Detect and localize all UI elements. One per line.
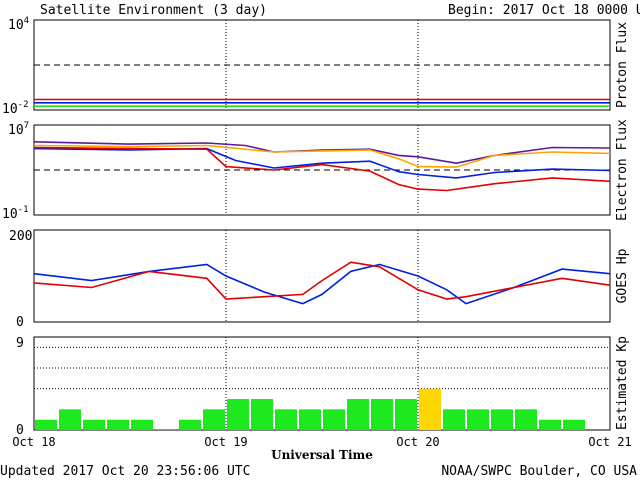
xtick-label: Oct 21 [588, 435, 631, 449]
hp-ytick-bottom: 0 [16, 315, 24, 330]
kp-bar [395, 399, 417, 430]
kp-bar [107, 419, 129, 430]
hp-ylabel: GOES Hp [615, 248, 630, 303]
kp-bar [563, 419, 585, 430]
electron-ytick-top: 107 [8, 121, 29, 138]
kp-bar [155, 429, 177, 430]
source-credit: NOAA/SWPC Boulder, CO USA [441, 464, 637, 479]
proton-ytick-bottom: 10-2 [2, 100, 29, 117]
kp-bar [35, 419, 57, 430]
kp-ytick-top: 9 [16, 336, 24, 351]
kp-bar [275, 409, 297, 430]
kp-bar [515, 409, 537, 430]
kp-bar [83, 419, 105, 430]
kp-bar [371, 399, 393, 430]
kp-bar [251, 399, 273, 430]
electron-ytick-bottom: 10-1 [2, 205, 29, 222]
xtick-label: Oct 18 [12, 435, 55, 449]
kp-bar [443, 409, 465, 430]
kp-ylabel: Estimated Kp [615, 336, 630, 430]
kp-bar [203, 409, 225, 430]
plot-title: Satellite Environment (3 day) [40, 3, 267, 18]
kp-panel [33, 336, 611, 431]
kp-bar [419, 388, 441, 430]
updated-time: Updated 2017 Oct 20 23:56:06 UTC [0, 464, 250, 479]
x-axis-title: Universal Time [271, 448, 373, 462]
xtick-label: Oct 19 [204, 435, 247, 449]
series-line [33, 261, 611, 300]
kp-bar [59, 409, 81, 430]
data-layer [33, 20, 611, 430]
xtick-label: Oct 20 [396, 435, 439, 449]
proton-ylabel: Proton Flux [615, 22, 630, 108]
begin-time: Begin: 2017 Oct 18 0000 UTC [448, 3, 640, 18]
kp-bar [347, 399, 369, 430]
hp-ytick-top: 200 [9, 229, 32, 244]
series-line [33, 144, 611, 168]
kp-bar [539, 419, 561, 430]
kp-bar [323, 409, 345, 430]
kp-bar [467, 409, 489, 430]
kp-ytick-bottom: 0 [16, 423, 24, 438]
series-line [33, 146, 611, 192]
electron-ylabel: Electron Flux [615, 119, 630, 221]
kp-bar [131, 419, 153, 430]
kp-bar [179, 419, 201, 430]
hp-panel [33, 229, 611, 323]
series-line [33, 141, 611, 165]
series-line [33, 263, 611, 305]
proton-ytick-top: 104 [8, 16, 29, 33]
kp-bar [299, 409, 321, 430]
kp-bar [227, 399, 249, 430]
kp-bar [491, 409, 513, 430]
proton-panel [33, 19, 611, 111]
